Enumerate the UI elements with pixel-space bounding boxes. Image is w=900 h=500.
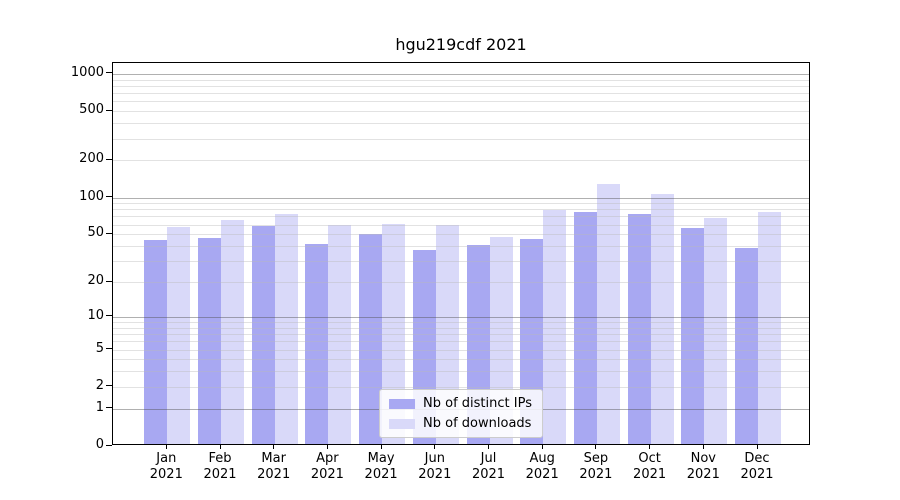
x-tick-label: Jan 2021	[138, 451, 194, 483]
legend-label: Nb of downloads	[423, 416, 532, 431]
x-tick-label: Jul 2021	[461, 451, 517, 483]
bar-downloads-apr	[328, 225, 352, 444]
x-axis-tick	[165, 445, 167, 449]
x-tick-year: 2021	[149, 467, 183, 482]
bar-distinct-ips-mar	[251, 226, 275, 444]
x-tick-label: Sep 2021	[568, 451, 624, 483]
x-tick-year: 2021	[525, 467, 559, 482]
bar-downloads-oct	[650, 193, 674, 444]
y-tick-label: 5	[95, 340, 104, 356]
x-tick-label: May 2021	[353, 451, 409, 483]
bar-distinct-ips-may	[359, 234, 383, 444]
bar-distinct-ips-dec	[735, 248, 758, 444]
x-tick-label: Nov 2021	[675, 451, 731, 483]
y-tick-label: 1	[95, 399, 104, 415]
x-tick-year: 2021	[364, 467, 398, 482]
y-tick-label: 50	[87, 225, 104, 241]
x-tick-month: Jul	[480, 451, 497, 466]
x-axis-tick	[595, 445, 597, 449]
y-tick-label: 200	[79, 151, 104, 167]
y-axis-tick	[106, 348, 112, 349]
y-tick-label: 100	[79, 188, 104, 204]
legend-item: Nb of downloads	[389, 416, 532, 431]
y-axis-tick	[106, 158, 112, 160]
y-axis-tick	[106, 196, 112, 197]
plot-area: Nb of distinct IPs Nb of downloads	[112, 62, 810, 445]
bar-downloads-dec	[758, 211, 781, 444]
x-axis-tick	[756, 445, 758, 449]
x-axis-tick	[273, 445, 275, 449]
chart-title: hgu219cdf 2021	[395, 35, 527, 54]
x-tick-month: Oct	[638, 451, 661, 466]
x-tick-month: May	[367, 451, 395, 466]
x-axis-tick	[326, 445, 328, 449]
x-tick-month: Sep	[583, 451, 609, 466]
x-tick-label: Mar 2021	[246, 451, 302, 483]
y-tick-label: 0	[95, 437, 104, 452]
x-tick-month: Apr	[316, 451, 339, 466]
x-axis-tick	[541, 445, 543, 449]
y-tick-label: 20	[87, 273, 104, 288]
x-tick-year: 2021	[686, 467, 720, 482]
x-tick-month: Jan	[156, 451, 177, 466]
x-tick-month: Nov	[690, 451, 716, 466]
bars-layer	[113, 63, 809, 444]
bar-distinct-ips-apr	[305, 244, 329, 444]
y-axis-tick	[106, 385, 112, 387]
x-axis-tick	[380, 445, 382, 449]
x-tick-month: Dec	[744, 451, 770, 466]
y-axis-tick	[106, 232, 112, 234]
x-tick-label: Apr 2021	[299, 451, 355, 483]
bar-distinct-ips-jan	[144, 240, 168, 444]
x-axis-tick	[488, 445, 489, 449]
x-tick-month: Feb	[208, 451, 232, 466]
bar-distinct-ips-nov	[681, 228, 705, 444]
bar-downloads-sep	[596, 183, 620, 444]
y-axis-tick	[106, 315, 112, 317]
x-axis-tick	[434, 445, 436, 449]
bar-distinct-ips-feb	[198, 237, 221, 444]
bar-downloads-jan	[167, 227, 191, 444]
x-tick-month: Jun	[424, 451, 445, 466]
x-tick-year: 2021	[418, 467, 452, 482]
bar-distinct-ips-oct	[627, 214, 651, 444]
x-tick-year: 2021	[203, 467, 237, 482]
x-axis-tick	[702, 445, 704, 449]
y-axis-tick	[106, 444, 112, 446]
x-tick-year: 2021	[257, 467, 291, 482]
bar-distinct-ips-sep	[573, 211, 597, 444]
x-tick-year: 2021	[310, 467, 344, 482]
y-tick-label: 500	[79, 102, 104, 118]
x-tick-year: 2021	[579, 467, 613, 482]
y-axis-tick	[106, 407, 112, 409]
y-axis-tick	[106, 280, 112, 282]
x-tick-label: Aug 2021	[514, 451, 570, 483]
bar-downloads-mar	[274, 213, 298, 444]
bar-downloads-aug	[543, 210, 567, 444]
x-axis-tick	[219, 445, 221, 449]
x-tick-month: Aug	[529, 451, 555, 466]
x-tick-label: Oct 2021	[622, 451, 678, 483]
legend-swatch	[389, 398, 416, 409]
x-tick-year: 2021	[633, 467, 667, 482]
y-tick-label: 1000	[70, 64, 104, 80]
y-tick-label: 10	[87, 307, 104, 323]
x-tick-year: 2021	[471, 467, 506, 482]
x-tick-label: Jun 2021	[407, 451, 463, 483]
x-tick-label: Dec 2021	[729, 451, 785, 483]
x-tick-year: 2021	[740, 467, 774, 482]
x-axis-tick	[649, 445, 651, 449]
legend-swatch	[389, 418, 416, 429]
y-axis-tick	[106, 109, 112, 111]
bar-downloads-nov	[704, 218, 728, 444]
y-axis-tick	[106, 72, 112, 74]
legend-label: Nb of distinct IPs	[423, 396, 532, 411]
legend-item: Nb of distinct IPs	[389, 396, 532, 411]
legend: Nb of distinct IPs Nb of downloads	[379, 389, 543, 438]
x-tick-month: Mar	[261, 451, 286, 466]
bar-downloads-feb	[221, 220, 244, 444]
x-tick-label: Feb 2021	[192, 451, 248, 483]
y-tick-label: 2	[95, 377, 104, 393]
